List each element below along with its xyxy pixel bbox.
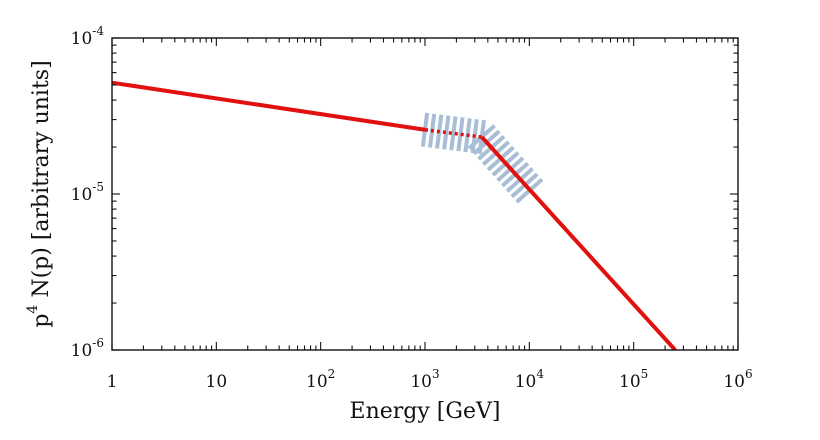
y-axis-title-base: p xyxy=(29,314,54,328)
y-axis-title-rest: N(p) [arbitrary units] xyxy=(29,60,54,304)
hatch-stripe xyxy=(456,117,465,152)
y-tick-label: 10-4 xyxy=(71,24,105,49)
ticks-layer xyxy=(111,37,739,351)
x-tick-label: 10 xyxy=(206,372,228,392)
hatched-band-1 xyxy=(420,112,486,155)
y-tick-label: 10-6 xyxy=(71,336,104,361)
x-tick-label: 104 xyxy=(515,367,545,392)
hatched-bands xyxy=(420,112,544,204)
x-tick-labels: 1 10 102 103 104 105 106 xyxy=(107,367,753,392)
hatch-stripe xyxy=(442,115,451,150)
svg-text:p4 N(p) [arbitrary units]: p4 N(p) [arbitrary units] xyxy=(25,60,54,327)
plot-frame xyxy=(111,37,739,351)
x-tick-label: 106 xyxy=(723,367,752,392)
y-tick-label: 10-5 xyxy=(71,180,104,205)
x-tick-label: 102 xyxy=(306,367,335,392)
y-tick-labels: 10-6 10-5 10-4 xyxy=(71,24,105,361)
y-axis-title-exponent: 4 xyxy=(25,305,41,314)
y-axis-title: p4 N(p) [arbitrary units] xyxy=(25,60,54,327)
series-segment-1 xyxy=(112,80,426,132)
x-tick-label: 103 xyxy=(410,367,439,392)
x-axis-title: Energy [GeV] xyxy=(350,399,501,424)
x-tick-label: 1 xyxy=(107,372,118,392)
series-layer xyxy=(112,80,677,350)
hatch-stripe xyxy=(449,116,458,151)
series-segment-3 xyxy=(480,135,677,350)
x-tick-label: 105 xyxy=(619,367,648,392)
